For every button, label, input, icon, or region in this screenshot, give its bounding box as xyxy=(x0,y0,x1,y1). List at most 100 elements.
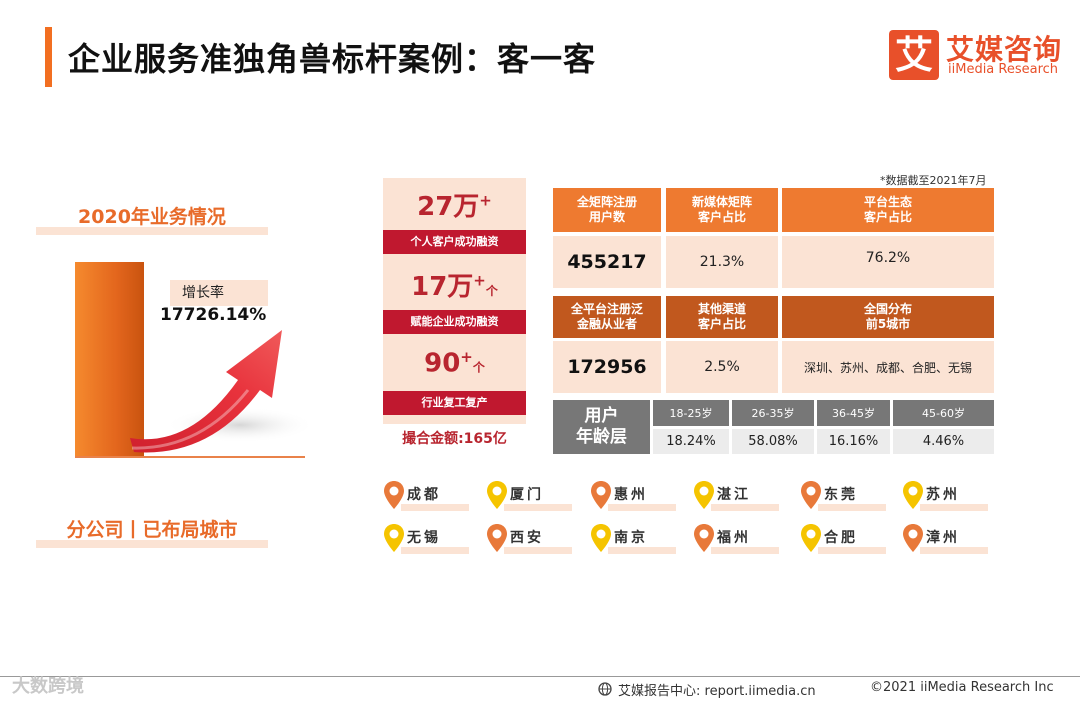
stat-unit: 个 xyxy=(472,360,485,375)
logo-chinese-name: 艾媒咨询 xyxy=(946,33,1063,66)
footer-divider xyxy=(0,676,1080,677)
logo-english-name: iiMedia Research xyxy=(948,62,1059,77)
business-section-title: 2020年业务情况 xyxy=(78,206,226,228)
header-new-media-share: 新媒体矩阵 客户占比 xyxy=(666,188,778,232)
age-group-header: 45-60岁 xyxy=(893,400,994,426)
location-pin-icon xyxy=(384,524,404,552)
page-title: 企业服务准独角兽标杆案例：客一客 xyxy=(68,40,597,78)
city-underline xyxy=(818,547,886,554)
location-pin-icon xyxy=(487,481,507,509)
age-group-header: 18-25岁 xyxy=(653,400,729,426)
total-matchmaking-amount: 撮合金额:165亿 xyxy=(383,424,526,454)
city-item: 合肥 xyxy=(800,523,892,563)
city-name: 湛江 xyxy=(717,487,751,503)
city-item: 无锡 xyxy=(383,523,475,563)
city-underline xyxy=(818,504,886,511)
city-underline xyxy=(711,547,779,554)
city-item: 厦门 xyxy=(486,480,578,520)
city-name: 苏州 xyxy=(926,487,960,503)
stat-number: 27万 xyxy=(417,192,480,222)
city-underline xyxy=(920,547,988,554)
stat-individual-financing: 27万+ xyxy=(383,186,526,223)
city-item: 东莞 xyxy=(800,480,892,520)
stat-caption: 赋能企业成功融资 xyxy=(383,310,526,334)
location-pin-icon xyxy=(487,524,507,552)
location-pin-icon xyxy=(801,481,821,509)
city-underline xyxy=(401,504,469,511)
stat-plus: + xyxy=(479,191,492,210)
header-platform-share: 平台生态 客户占比 xyxy=(782,188,994,232)
city-name: 漳州 xyxy=(926,530,960,546)
globe-icon xyxy=(598,682,612,696)
age-group-value: 4.46% xyxy=(893,429,994,454)
city-underline xyxy=(504,547,572,554)
title-accent-bar xyxy=(45,27,52,87)
city-name: 东莞 xyxy=(824,487,858,503)
location-pin-icon xyxy=(903,481,923,509)
value-top5-cities: 深圳、苏州、成都、合肥、无锡 xyxy=(782,341,994,393)
location-pin-icon xyxy=(384,481,404,509)
branch-title-underline xyxy=(36,540,268,548)
city-underline xyxy=(608,547,676,554)
city-name: 厦门 xyxy=(510,487,544,503)
stat-caption: 行业复工复产 xyxy=(383,391,526,415)
growth-arrow-icon xyxy=(130,330,315,453)
stats-panel xyxy=(383,178,526,431)
city-name: 西安 xyxy=(510,530,544,546)
stat-number: 17万 xyxy=(411,272,474,302)
city-underline xyxy=(401,547,469,554)
stat-industry-recovery: 90+个 xyxy=(383,348,526,379)
header-top5-cities: 全国分布 前5城市 xyxy=(782,296,994,338)
city-item: 惠州 xyxy=(590,480,682,520)
age-group-header: 26-35岁 xyxy=(732,400,814,426)
iimedia-logo-icon: 艾 xyxy=(889,30,939,80)
location-pin-icon xyxy=(694,524,714,552)
branch-section-title: 分公司丨已布局城市 xyxy=(66,519,238,541)
city-item: 湛江 xyxy=(693,480,785,520)
business-title-underline xyxy=(36,227,268,235)
location-pin-icon xyxy=(694,481,714,509)
city-item: 成都 xyxy=(383,480,475,520)
growth-rate-value: 17726.14% xyxy=(160,305,267,325)
footer-report-center: 艾媒报告中心: report.iimedia.cn xyxy=(618,684,816,699)
watermark: 大数跨境 xyxy=(12,676,84,697)
age-group-value: 16.16% xyxy=(817,429,890,454)
age-group-value: 58.08% xyxy=(732,429,814,454)
value-other-channels-share: 2.5% xyxy=(666,341,778,393)
value-new-media-share: 21.3% xyxy=(666,236,778,288)
value-registered-users: 455217 xyxy=(553,236,661,288)
age-group-label: 用户 年龄层 xyxy=(553,400,650,454)
data-date-note: *数据截至2021年7月 xyxy=(880,174,987,187)
header-finance-practitioners: 全平台注册泛 金融从业者 xyxy=(553,296,661,338)
city-item: 福州 xyxy=(693,523,785,563)
stat-plus: + xyxy=(460,348,473,366)
location-pin-icon xyxy=(591,481,611,509)
age-group-value: 18.24% xyxy=(653,429,729,454)
header-other-channels-share: 其他渠道 客户占比 xyxy=(666,296,778,338)
age-group-header: 36-45岁 xyxy=(817,400,890,426)
city-underline xyxy=(504,504,572,511)
stat-unit: 个 xyxy=(485,284,498,298)
value-platform-share: 76.2% xyxy=(782,236,994,288)
city-underline xyxy=(920,504,988,511)
location-pin-icon xyxy=(801,524,821,552)
stat-number: 90 xyxy=(424,348,461,379)
city-item: 南京 xyxy=(590,523,682,563)
location-pin-icon xyxy=(903,524,923,552)
city-item: 西安 xyxy=(486,523,578,563)
growth-bar xyxy=(75,262,144,457)
city-item: 苏州 xyxy=(902,480,994,520)
city-name: 合肥 xyxy=(824,530,858,546)
value-finance-practitioners: 172956 xyxy=(553,341,661,393)
growth-rate-label: 增长率 xyxy=(170,280,268,306)
city-underline xyxy=(711,504,779,511)
stat-plus: + xyxy=(473,271,486,290)
city-underline xyxy=(608,504,676,511)
footer-copyright: ©2021 iiMedia Research Inc xyxy=(870,680,1054,695)
stat-caption: 个人客户成功融资 xyxy=(383,230,526,254)
city-name: 惠州 xyxy=(614,487,648,503)
city-name: 福州 xyxy=(717,530,751,546)
city-name: 无锡 xyxy=(407,530,441,546)
city-name: 南京 xyxy=(614,530,648,546)
chart-baseline xyxy=(75,456,305,458)
